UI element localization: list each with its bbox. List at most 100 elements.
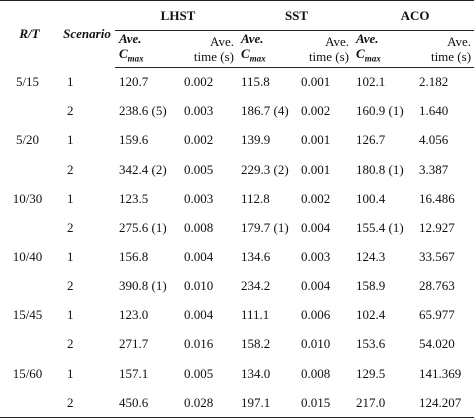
value-cell: 157.1 bbox=[119, 365, 149, 381]
rt-cell: 5/15 bbox=[15, 73, 40, 89]
table-row: 5/20 1 159.6 0.002 139.9 0.001 126.7 4.056 bbox=[0, 126, 474, 155]
header-line: Ave. bbox=[447, 33, 472, 49]
value-cell: 271.7 bbox=[119, 336, 149, 352]
value-cell: 159.6 bbox=[119, 132, 149, 148]
table-row: 2 342.4 (2) 0.005 229.3 (2) 0.001 180.8 (1) 3.… bbox=[0, 155, 474, 184]
value-cell: 141.369 bbox=[419, 365, 462, 381]
value-cell: 197.1 bbox=[241, 394, 271, 410]
scenario-cell: 2 bbox=[67, 103, 74, 119]
value-cell: 0.010 bbox=[184, 278, 214, 294]
value-cell: 54.020 bbox=[419, 336, 455, 352]
header-line: C bbox=[119, 46, 128, 61]
value-cell: 33.567 bbox=[419, 249, 455, 264]
scenario-cell: 1 bbox=[67, 132, 74, 148]
value-cell: 3.387 bbox=[419, 161, 449, 177]
value-cell: 0.001 bbox=[301, 161, 331, 177]
sub-header-row: Ave. Cmax Ave. time (s) Ave. Cmax Ave. time (s)… bbox=[0, 30, 474, 68]
table-row: 15/60 1 157.1 0.005 134.0 0.008 129.5 141.369 bbox=[0, 359, 474, 388]
scenario-cell: 1 bbox=[67, 307, 74, 323]
value-cell: 126.7 bbox=[356, 132, 386, 148]
cmax-header: Ave. Cmax bbox=[115, 30, 180, 68]
value-cell: 0.002 bbox=[184, 132, 214, 148]
value-cell: 275.6 (1) bbox=[119, 219, 167, 235]
scenario-cell: 2 bbox=[67, 336, 74, 352]
value-cell: 134.0 bbox=[241, 365, 271, 381]
empty-cell bbox=[0, 97, 55, 126]
empty-cell bbox=[0, 155, 55, 184]
value-cell: 0.001 bbox=[301, 132, 331, 148]
value-cell: 234.2 bbox=[241, 278, 271, 294]
value-cell: 238.6 (5) bbox=[119, 103, 167, 119]
rt-cell: 5/20 bbox=[15, 132, 40, 148]
value-cell: 390.8 (1) bbox=[119, 278, 167, 294]
scenario-cell: 1 bbox=[67, 73, 74, 89]
header-line: Ave. bbox=[356, 31, 379, 46]
value-cell: 0.005 bbox=[184, 161, 214, 177]
header-line: Ave. bbox=[325, 33, 350, 49]
scenario-cell: 2 bbox=[67, 278, 74, 294]
value-cell: 12.927 bbox=[419, 219, 455, 235]
value-cell: 0.008 bbox=[301, 365, 331, 381]
value-cell: 65.977 bbox=[419, 307, 455, 323]
value-cell: 0.015 bbox=[301, 394, 331, 410]
value-cell: 0.010 bbox=[301, 336, 331, 352]
value-cell: 156.8 bbox=[119, 249, 149, 264]
value-cell: 120.7 bbox=[119, 74, 149, 90]
value-cell: 0.003 bbox=[301, 249, 331, 264]
header-line: Ave. bbox=[119, 31, 142, 46]
table-row: 2 271.7 0.016 158.2 0.010 153.6 54.020 bbox=[0, 330, 474, 359]
scenario-cell: 2 bbox=[67, 219, 74, 235]
value-cell: 124.3 bbox=[356, 249, 386, 264]
header-subscript: max bbox=[249, 53, 266, 64]
value-cell: 139.9 bbox=[241, 132, 271, 148]
value-cell: 450.6 bbox=[119, 394, 149, 410]
table-row: 2 238.6 (5) 0.003 186.7 (4) 0.002 160.9 (1) 1.… bbox=[0, 97, 474, 126]
group-header: SST bbox=[237, 0, 353, 31]
value-cell: 342.4 (2) bbox=[119, 161, 167, 177]
value-cell: 0.005 bbox=[184, 365, 214, 381]
value-cell: 0.002 bbox=[301, 190, 331, 206]
value-cell: 102.4 bbox=[356, 307, 386, 323]
empty-cell bbox=[0, 388, 55, 418]
value-cell: 217.0 bbox=[356, 394, 386, 410]
scenario-cell: 2 bbox=[67, 394, 74, 410]
group-header: LHST bbox=[115, 0, 237, 31]
rt-cell: 10/40 bbox=[12, 249, 43, 264]
scenario-cell: 1 bbox=[67, 249, 74, 264]
value-cell: 123.0 bbox=[119, 307, 149, 323]
value-cell: 2.182 bbox=[419, 74, 449, 90]
header-line: Ave. bbox=[241, 31, 264, 46]
value-cell: 129.5 bbox=[356, 365, 386, 381]
value-cell: 155.4 (1) bbox=[356, 219, 404, 235]
value-cell: 0.004 bbox=[301, 278, 331, 294]
value-cell: 186.7 (4) bbox=[241, 103, 289, 119]
header-line: Ave. bbox=[210, 33, 234, 49]
table-body: 5/15 1 120.7 0.002 115.8 0.001 102.1 2.182 2 238.… bbox=[0, 67, 474, 418]
value-cell: 0.004 bbox=[184, 249, 214, 264]
value-cell: 0.002 bbox=[301, 103, 331, 119]
header-line: time (s) bbox=[193, 48, 234, 64]
time-header: Ave. time (s) bbox=[415, 30, 474, 68]
value-cell: 4.056 bbox=[419, 132, 449, 148]
value-cell: 0.028 bbox=[184, 394, 214, 410]
rt-cell: 15/60 bbox=[12, 365, 43, 381]
empty-cell bbox=[0, 213, 55, 242]
value-cell: 0.006 bbox=[301, 307, 331, 323]
header-line: time (s) bbox=[430, 48, 472, 64]
value-cell: 153.6 bbox=[356, 336, 386, 352]
scenario-cell: 1 bbox=[67, 190, 74, 206]
value-cell: 134.6 bbox=[241, 249, 271, 264]
empty-cell bbox=[0, 272, 55, 301]
value-cell: 28.763 bbox=[419, 278, 455, 294]
scenario-header: Scenario bbox=[63, 26, 111, 42]
header-subscript: max bbox=[364, 53, 381, 64]
value-cell: 179.7 (1) bbox=[241, 219, 289, 235]
empty-cell bbox=[0, 330, 55, 359]
group-header: ACO bbox=[352, 0, 474, 31]
value-cell: 0.008 bbox=[184, 219, 214, 235]
value-cell: 16.486 bbox=[419, 190, 455, 206]
scenario-cell: 2 bbox=[67, 161, 74, 177]
rt-cell: 15/45 bbox=[12, 307, 43, 323]
